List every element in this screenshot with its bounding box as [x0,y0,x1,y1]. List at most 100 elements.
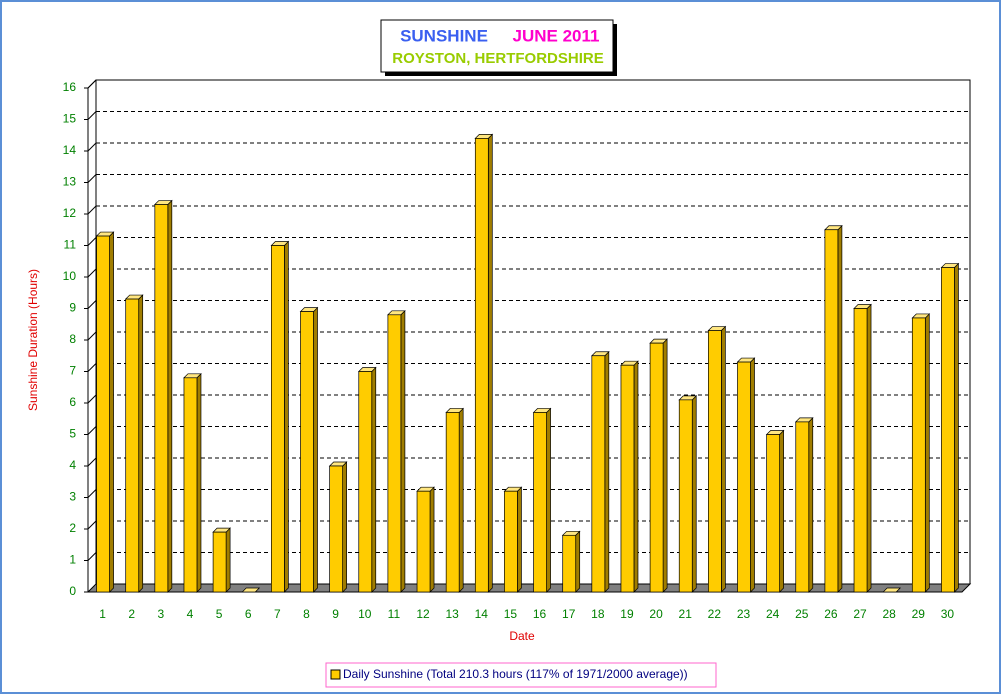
bar-side [837,224,843,593]
x-axis-label: Date [509,629,535,643]
bar-side [109,231,114,593]
x-tick-label: 11 [388,607,401,621]
bar [212,531,227,593]
y-tick-label: 9 [69,301,76,315]
chart-title: SUNSHINE [400,26,488,45]
bar-side [196,372,202,593]
y-tick-label: 10 [63,269,77,283]
bar-side [138,294,144,593]
bar [533,412,547,593]
grid-line-side [87,457,97,467]
x-tick-label: 12 [416,607,430,621]
x-tick-label: 29 [912,607,926,621]
x-tick-label: 19 [620,607,634,621]
bar-side [342,461,347,593]
x-tick-label: 15 [504,607,518,621]
x-tick-label: 5 [216,607,223,621]
x-tick-label: 28 [882,607,896,621]
bar-side [779,429,784,593]
y-tick-label: 13 [63,175,77,189]
x-tick-label: 4 [187,607,194,621]
bar-side [400,309,406,593]
bar-side [458,407,464,593]
bar-side [517,486,522,593]
bar [766,434,780,593]
bar-side [954,262,959,593]
y-tick-label: 11 [64,238,77,252]
x-tick-label: 26 [824,607,838,621]
legend-box [325,662,717,688]
bar [300,311,314,593]
grid-line-side [87,520,97,530]
y-tick-label: 16 [63,80,77,94]
x-tick-label: 18 [591,607,605,621]
bar-side [808,417,814,593]
y-tick-label: 2 [69,521,76,535]
grid-line-side [87,552,97,561]
bar [853,308,868,593]
y-tick-label: 1 [69,553,76,567]
grid-line-side [87,205,97,215]
bar [504,490,518,593]
y-tick-label: 4 [69,458,76,472]
y-tick-label: 8 [69,332,76,346]
bar-side [721,325,726,593]
bar-side [866,303,872,593]
x-tick-label: 17 [562,607,576,621]
bar [824,229,839,593]
grid-line-side [87,426,97,435]
bar-side [750,357,755,593]
x-tick-label: 10 [358,607,372,621]
bar [562,534,577,593]
bar-top [882,587,902,593]
bar-side [487,133,493,593]
grid-line-side [87,489,97,498]
x-tick-label: 25 [795,607,809,621]
legend-label: Daily Sunshine (Total 210.3 hours (117% … [343,667,688,681]
grid-line-side [87,174,97,183]
y-tick-label: 15 [63,112,77,126]
bar [649,342,664,593]
bar [387,314,402,593]
x-tick-label: 13 [445,607,459,621]
bar [416,490,431,593]
bar-side [662,338,668,593]
bar [678,399,693,593]
legend-swatch [330,669,341,680]
x-tick-label: 7 [274,607,281,621]
x-tick-label: 20 [649,607,663,621]
grid-line-side [87,331,97,341]
bar-side [691,395,697,593]
y-tick-label: 3 [69,490,76,504]
bar-side [546,407,551,593]
bar-side [284,240,289,593]
bar-side [313,306,318,593]
bar [125,298,140,593]
bar [795,421,810,593]
bar [911,317,926,593]
y-tick-label: 0 [69,584,76,598]
bar-side [604,350,610,593]
bar [271,245,285,593]
bar [329,465,343,593]
bar [445,412,460,593]
y-axis-label: Sunshine Duration (Hours) [26,269,40,411]
grid-line-side [87,111,97,120]
x-tick-label: 8 [303,607,310,621]
title-box [380,19,614,73]
bar [183,377,198,593]
x-tick-label: 27 [853,607,867,621]
grid-line-side [87,142,97,152]
bar-top [241,587,261,593]
bar [708,330,722,593]
x-tick-label: 21 [679,607,693,621]
bar [591,355,606,593]
x-tick-label: 22 [708,607,722,621]
y-tick-label: 14 [63,143,77,157]
x-tick-label: 14 [475,607,489,621]
bar-side [633,360,639,593]
bar-side [429,486,435,593]
bar-side [225,527,231,593]
bar [154,204,169,593]
